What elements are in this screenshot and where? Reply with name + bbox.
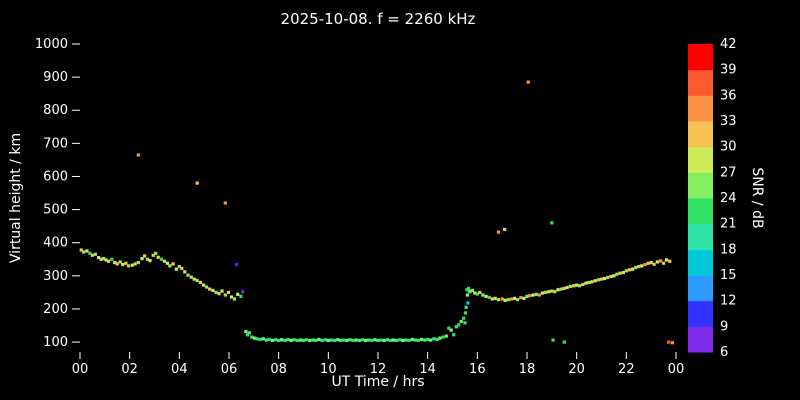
svg-text:18: 18 [720,242,737,257]
svg-text:00: 00 [72,362,89,377]
svg-text:600: 600 [43,169,68,184]
svg-text:39: 39 [720,63,737,78]
svg-text:200: 200 [43,302,68,317]
svg-text:21: 21 [720,217,737,232]
x-axis-label: UT Time / hrs [331,374,425,390]
svg-text:00: 00 [668,362,685,377]
svg-text:12: 12 [370,362,387,377]
svg-text:500: 500 [43,203,68,218]
svg-text:1000: 1000 [35,37,68,52]
svg-text:700: 700 [43,136,68,151]
svg-text:02: 02 [121,362,138,377]
svg-text:06: 06 [221,362,238,377]
svg-text:30: 30 [720,140,737,155]
svg-text:100: 100 [43,335,68,350]
svg-text:24: 24 [720,191,737,206]
chart-title: 2025-10-08. f = 2260 kHz [280,10,476,28]
svg-text:900: 900 [43,70,68,85]
svg-text:800: 800 [43,103,68,118]
svg-text:300: 300 [43,269,68,284]
svg-text:10: 10 [320,362,337,377]
svg-text:14: 14 [419,362,436,377]
svg-text:15: 15 [720,268,737,283]
svg-text:9: 9 [720,319,728,334]
svg-text:33: 33 [720,114,737,129]
svg-text:20: 20 [568,362,585,377]
svg-text:12: 12 [720,294,737,309]
svg-text:18: 18 [519,362,536,377]
svg-text:400: 400 [43,236,68,251]
svg-text:36: 36 [720,88,737,103]
svg-text:27: 27 [720,165,737,180]
svg-text:08: 08 [270,362,287,377]
svg-text:04: 04 [171,362,188,377]
svg-text:42: 42 [720,37,737,52]
svg-text:22: 22 [618,362,635,377]
svg-text:16: 16 [469,362,486,377]
svg-text:6: 6 [720,345,728,360]
